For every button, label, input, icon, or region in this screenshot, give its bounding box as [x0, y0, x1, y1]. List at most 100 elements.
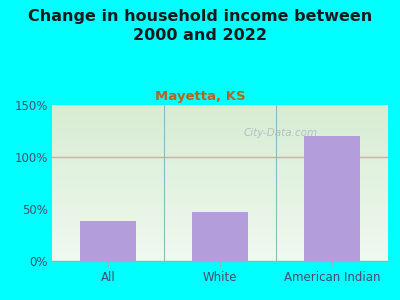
Bar: [52, 159, 388, 160]
Bar: [52, 137, 388, 138]
Bar: [52, 235, 388, 236]
Bar: [52, 134, 388, 135]
Bar: [52, 257, 388, 258]
Bar: [52, 220, 388, 221]
Bar: [52, 239, 388, 240]
Bar: [52, 216, 388, 217]
Bar: [52, 259, 388, 260]
Bar: [52, 210, 388, 211]
Bar: [52, 237, 388, 238]
Bar: [52, 254, 388, 255]
Bar: [52, 160, 388, 161]
Bar: [52, 194, 388, 195]
Bar: [52, 202, 388, 203]
Bar: [52, 135, 388, 136]
Bar: [304, 136, 360, 261]
Bar: [52, 230, 388, 231]
Bar: [52, 145, 388, 146]
Bar: [52, 144, 388, 145]
Bar: [52, 199, 388, 200]
Bar: [52, 219, 388, 220]
Bar: [52, 168, 388, 169]
Bar: [52, 148, 388, 149]
Bar: [52, 156, 388, 157]
Bar: [52, 116, 388, 117]
Bar: [52, 113, 388, 114]
Text: City-Data.com: City-Data.com: [244, 128, 318, 138]
Bar: [52, 167, 388, 168]
Bar: [52, 193, 388, 194]
Bar: [52, 250, 388, 251]
Bar: [52, 125, 388, 126]
Bar: [52, 240, 388, 241]
Bar: [52, 146, 388, 147]
Bar: [52, 241, 388, 242]
Bar: [52, 191, 388, 192]
Bar: [52, 213, 388, 214]
Bar: [52, 236, 388, 237]
Bar: [52, 105, 388, 106]
Bar: [52, 211, 388, 212]
Bar: [52, 129, 388, 130]
Bar: [52, 242, 388, 243]
Bar: [52, 214, 388, 215]
Bar: [52, 183, 388, 184]
Text: Mayetta, KS: Mayetta, KS: [155, 90, 245, 103]
Bar: [52, 147, 388, 148]
Bar: [52, 151, 388, 152]
Bar: [52, 252, 388, 253]
Bar: [52, 173, 388, 174]
Bar: [52, 251, 388, 252]
Bar: [52, 122, 388, 123]
Bar: [52, 118, 388, 119]
Bar: [52, 178, 388, 179]
Bar: [52, 187, 388, 188]
Bar: [52, 119, 388, 120]
Bar: [52, 232, 388, 233]
Bar: [80, 221, 136, 261]
Bar: [52, 131, 388, 132]
Bar: [52, 164, 388, 165]
Bar: [52, 223, 388, 224]
Bar: [52, 189, 388, 190]
Bar: [52, 154, 388, 155]
Bar: [52, 152, 388, 153]
Bar: [52, 204, 388, 205]
Bar: [52, 133, 388, 134]
Bar: [52, 222, 388, 223]
Bar: [52, 161, 388, 162]
Bar: [52, 218, 388, 219]
Bar: [52, 172, 388, 173]
Bar: [52, 201, 388, 202]
Bar: [52, 184, 388, 185]
Bar: [52, 182, 388, 183]
Bar: [52, 202, 388, 203]
Bar: [52, 124, 388, 125]
Bar: [52, 253, 388, 254]
Bar: [52, 200, 388, 201]
Bar: [52, 110, 388, 111]
Bar: [52, 243, 388, 244]
Bar: [52, 256, 388, 257]
Bar: [52, 181, 388, 182]
Bar: [52, 244, 388, 245]
Bar: [52, 195, 388, 196]
Bar: [52, 229, 388, 230]
Bar: [52, 228, 388, 229]
Bar: [52, 149, 388, 150]
Bar: [52, 136, 388, 137]
Bar: [52, 234, 388, 235]
Bar: [52, 215, 388, 216]
Bar: [52, 249, 388, 250]
Bar: [52, 155, 388, 156]
Bar: [52, 107, 388, 108]
Bar: [52, 160, 388, 161]
Bar: [52, 177, 388, 178]
Bar: [52, 111, 388, 112]
Bar: [52, 163, 388, 164]
Bar: [52, 138, 388, 139]
Bar: [52, 169, 388, 170]
Bar: [52, 141, 388, 142]
Bar: [52, 233, 388, 234]
Bar: [52, 115, 388, 116]
